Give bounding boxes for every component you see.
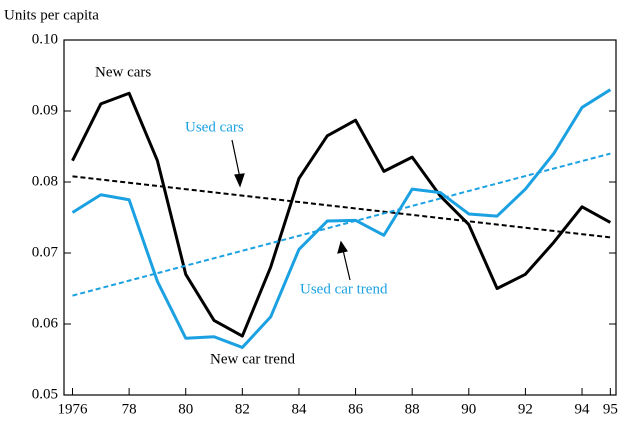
y-tick-label: 0.09 bbox=[32, 102, 58, 118]
series-label: New car trend bbox=[210, 351, 295, 367]
x-tick-label: 94 bbox=[575, 401, 591, 417]
x-tick-label: 92 bbox=[518, 401, 533, 417]
y-tick-label: 0.10 bbox=[32, 31, 58, 47]
series-label: Used cars bbox=[185, 119, 244, 135]
x-tick-label: 78 bbox=[122, 401, 137, 417]
x-tick-label: 82 bbox=[235, 401, 250, 417]
x-tick-label: 90 bbox=[461, 401, 476, 417]
y-tick-label: 0.05 bbox=[32, 386, 58, 402]
y-tick-label: 0.06 bbox=[32, 315, 59, 331]
y-axis-label: Units per capita bbox=[4, 7, 99, 23]
y-tick-label: 0.08 bbox=[32, 173, 58, 189]
x-tick-label: 95 bbox=[603, 401, 618, 417]
x-tick-label: 80 bbox=[178, 401, 193, 417]
trend-line bbox=[72, 152, 611, 297]
series-label: Used car trend bbox=[300, 281, 388, 297]
arrow bbox=[231, 139, 351, 281]
trend-line bbox=[72, 175, 611, 239]
series-line bbox=[71, 91, 612, 338]
series-label: New cars bbox=[95, 64, 151, 80]
x-tick-label: 84 bbox=[291, 401, 307, 417]
series-line bbox=[71, 88, 612, 349]
y-tick-label: 0.07 bbox=[32, 244, 59, 260]
x-tick-label: 86 bbox=[348, 401, 364, 417]
x-tick-label: 88 bbox=[405, 401, 420, 417]
plot-frame bbox=[63, 39, 617, 396]
x-tick-label: 1976 bbox=[57, 401, 88, 417]
